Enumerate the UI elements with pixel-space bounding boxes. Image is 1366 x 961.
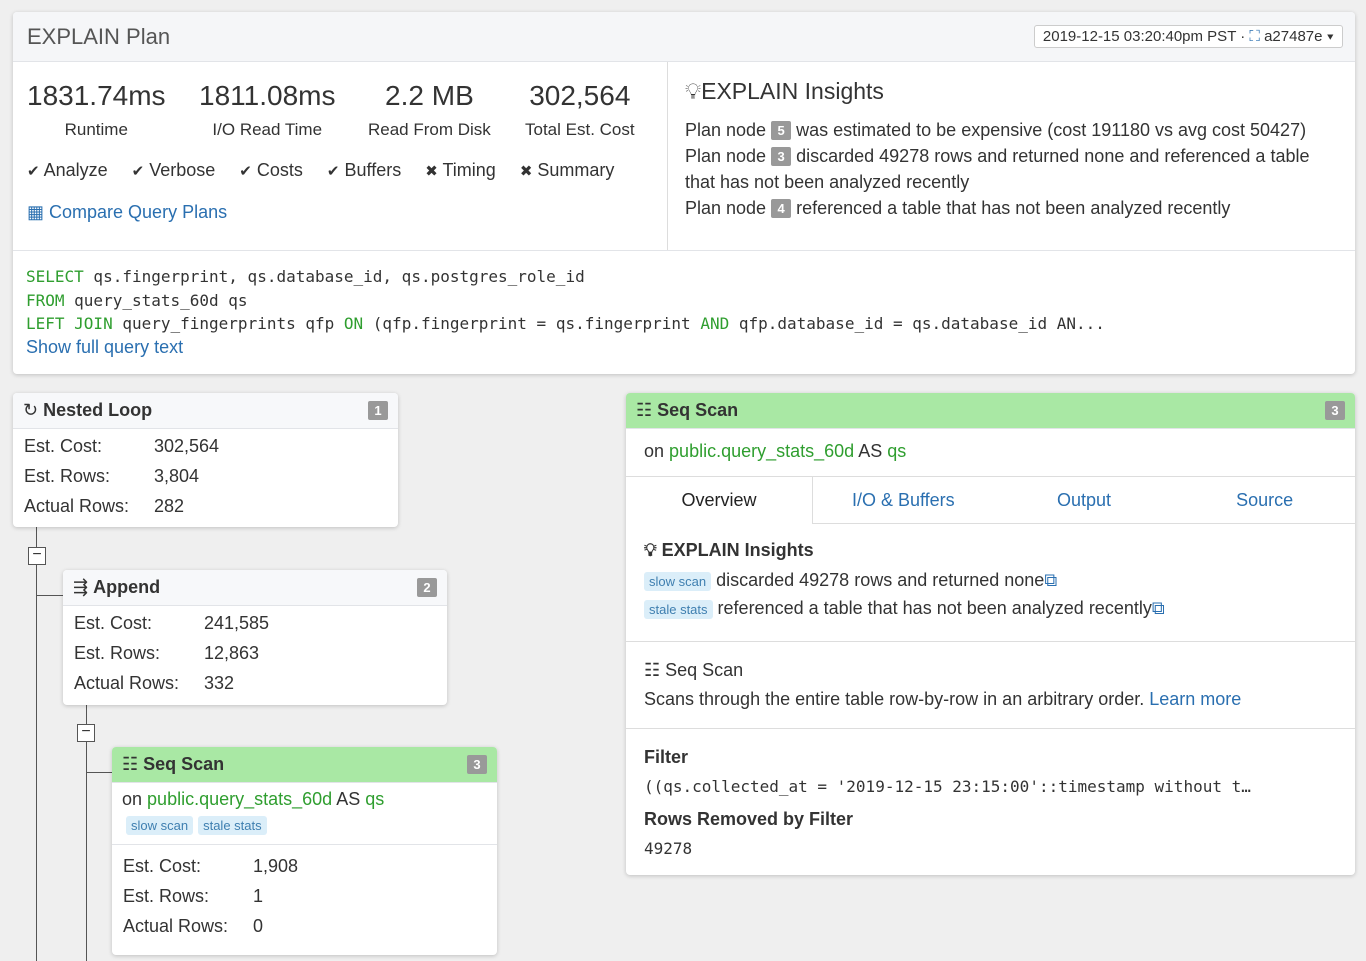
- tree-line: [36, 527, 37, 961]
- node-badge: 2: [417, 578, 437, 597]
- option-costs: ✔ Costs: [239, 160, 303, 180]
- detail-title: Seq Scan: [657, 400, 739, 420]
- list-icon: ☷: [644, 660, 666, 680]
- node-title: Append: [93, 577, 161, 597]
- node-badge: 1: [368, 401, 388, 420]
- stat-value: 1811.08ms: [199, 80, 336, 111]
- stat-label: Runtime: [64, 120, 128, 139]
- stat-value: 2.2 MB: [385, 80, 474, 111]
- tree-line: [86, 772, 112, 773]
- lightbulb-icon: 💡︎: [644, 540, 657, 560]
- insight-item: Plan node 4 referenced a table that has …: [685, 198, 1231, 218]
- plan-node-seq-scan[interactable]: ☷ Seq Scan 3 on public.query_stats_60d AS…: [112, 747, 497, 955]
- option-analyze: ✔ Analyze: [27, 160, 108, 180]
- stat-label: I/O Read Time: [212, 120, 323, 139]
- node-badge[interactable]: 5: [771, 121, 792, 140]
- stat-io: 1811.08ms I/O Read Time: [199, 80, 335, 140]
- loop-icon: ↻: [23, 400, 44, 420]
- insight-item: Plan node 3 discarded 49278 rows and ret…: [685, 146, 1310, 192]
- caret-down-icon: ▾: [1326, 28, 1334, 45]
- insight-item: stale stats referenced a table that has …: [644, 595, 1337, 623]
- check-icon: ✔: [131, 163, 145, 180]
- node-badge[interactable]: 3: [771, 147, 792, 166]
- stat-label: Total Est. Cost: [525, 120, 635, 139]
- stats-panel: 1831.74ms Runtime 1811.08ms I/O Read Time …: [13, 62, 668, 250]
- compare-label: Compare Query Plans: [49, 202, 228, 222]
- node-title: Seq Scan: [143, 754, 225, 774]
- collapse-toggle[interactable]: −: [28, 547, 46, 565]
- node-detail-panel: ☷ Seq Scan 3 on public.query_stats_60d AS…: [626, 393, 1355, 875]
- cross-icon: ✖: [519, 163, 533, 180]
- node-badge: 3: [467, 755, 487, 774]
- insights-panel: 💡︎EXPLAIN Insights Plan node 5 was estim…: [669, 62, 1355, 250]
- insight-item: slow scan discarded 49278 rows and retur…: [644, 567, 1337, 595]
- option-verbose: ✔ Verbose: [131, 160, 216, 180]
- selector-id: a27487e: [1264, 28, 1323, 45]
- plan-node-append[interactable]: ⇶ Append 2 Est. Cost: 241,585 Est. Rows: 12…: [63, 570, 447, 705]
- tag-stale-stats: stale stats: [198, 816, 267, 835]
- node-badge[interactable]: 4: [771, 199, 792, 218]
- tree-line: [86, 705, 87, 961]
- learn-more-link[interactable]: Learn more: [1149, 689, 1242, 709]
- options-list: ✔ Analyze ✔ Verbose ✔ Costs ✔ Buffers ✖ Timi…: [27, 160, 614, 181]
- lightbulb-icon: 💡︎: [685, 78, 702, 104]
- option-summary: ✖ Summary: [519, 160, 615, 180]
- tab-io-buffers[interactable]: I/O & Buffers: [851, 489, 955, 510]
- list-icon: ☷: [636, 400, 658, 420]
- collapse-toggle[interactable]: −: [77, 724, 95, 742]
- insights-title: EXPLAIN Insights: [701, 78, 884, 104]
- check-icon: ✔: [27, 163, 40, 180]
- query-text: SELECT qs.fingerprint, qs.database_id, q…: [13, 250, 1355, 373]
- stat-runtime: 1831.74ms Runtime: [27, 80, 166, 140]
- tab-source[interactable]: Source: [1236, 489, 1294, 510]
- tag-slow-scan: slow scan: [126, 816, 194, 835]
- plan-node-nested-loop[interactable]: ↻ Nested Loop 1 Est. Cost: 302,564 Est. Ro…: [13, 393, 398, 527]
- external-link-icon[interactable]: ⧉: [1151, 598, 1165, 618]
- tab-overview[interactable]: Overview: [626, 477, 813, 524]
- compare-query-plans-link[interactable]: ▦ Compare Query Plans: [27, 202, 227, 223]
- stat-value: 302,564: [529, 80, 631, 111]
- cross-icon: ✖: [425, 163, 438, 180]
- page-title: EXPLAIN Plan: [27, 23, 171, 49]
- table-icon: ▦: [27, 202, 50, 222]
- external-link-icon[interactable]: ⧉: [1044, 570, 1058, 590]
- node-badge: 3: [1325, 401, 1345, 420]
- append-icon: ⇶: [73, 577, 94, 597]
- stat-value: 1831.74ms: [27, 80, 166, 111]
- option-buffers: ✔ Buffers: [326, 160, 402, 180]
- tab-output[interactable]: Output: [1056, 489, 1112, 510]
- option-timing: ✖ Timing: [425, 160, 496, 180]
- plan-icon: ⛶: [1249, 28, 1265, 45]
- stat-disk: 2.2 MB Read From Disk: [368, 80, 491, 140]
- stat-label: Read From Disk: [368, 120, 491, 139]
- card-header: EXPLAIN Plan 2019-12-15 03:20:40pm PST ·…: [13, 12, 1355, 62]
- detail-tabs: Overview I/O & Buffers Output Source: [626, 476, 1355, 524]
- list-icon: ☷: [122, 754, 144, 774]
- show-full-query-link[interactable]: Show full query text: [26, 336, 184, 357]
- node-title: Nested Loop: [43, 400, 153, 420]
- selector-time: 2019-12-15 03:20:40pm PST ·: [1042, 28, 1250, 45]
- tree-line: [36, 595, 63, 596]
- insight-item: Plan node 5 was estimated to be expensiv…: [685, 120, 1307, 140]
- explain-plan-card: EXPLAIN Plan 2019-12-15 03:20:40pm PST ·…: [13, 12, 1355, 374]
- plan-selector[interactable]: 2019-12-15 03:20:40pm PST · ⛶ a27487e ▾: [1033, 25, 1343, 48]
- stat-cost: 302,564 Total Est. Cost: [525, 80, 635, 140]
- check-icon: ✔: [239, 163, 252, 180]
- check-icon: ✔: [326, 163, 340, 180]
